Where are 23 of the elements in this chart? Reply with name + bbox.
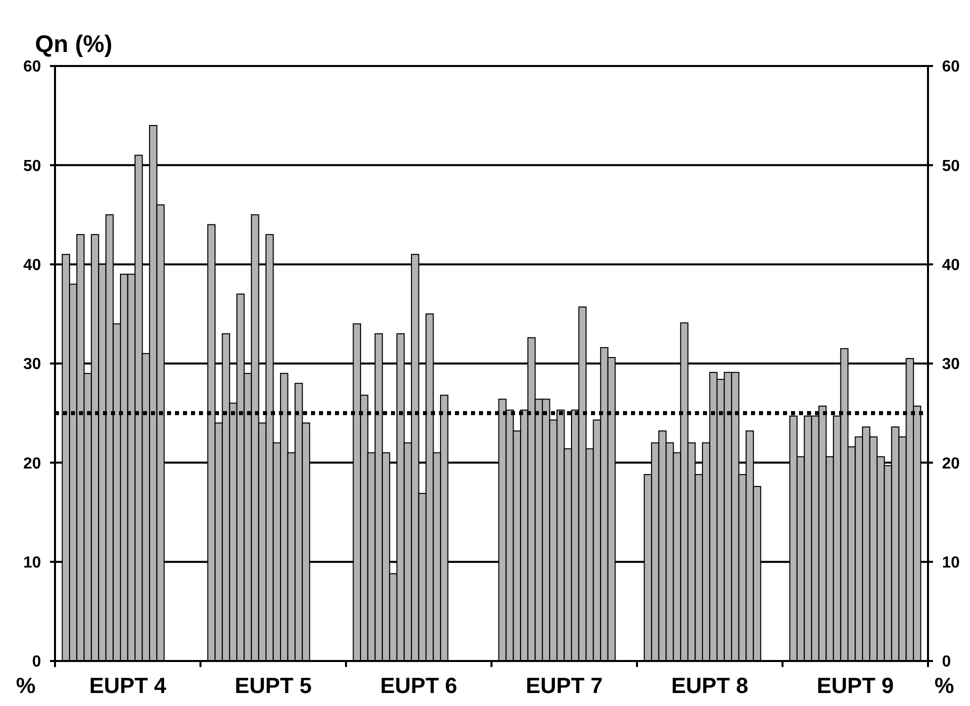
y-tick-label: 20: [23, 455, 42, 472]
y2-tick-label: 60: [942, 58, 960, 76]
y2-tick-label: 40: [942, 256, 960, 274]
y-tick-label: 60: [23, 58, 42, 76]
y2-tick-label: 20: [942, 455, 960, 472]
x-tick-label: EUPT 8: [671, 673, 748, 698]
y-tick-label: 0: [32, 654, 42, 671]
y2-tick-label: 30: [942, 356, 960, 374]
y-tick-label: 40: [23, 256, 42, 274]
y-axis-title: Qn (%): [35, 31, 112, 58]
y-tick-label: 30: [23, 356, 42, 374]
x-tick-label: EUPT 4: [89, 673, 168, 698]
y2-tick-label: 10: [942, 554, 960, 572]
text: %: [934, 673, 954, 698]
x-tick-label: EUPT 9: [816, 673, 894, 698]
y-tick-label: 50: [23, 158, 42, 175]
y2-tick-label: 0: [942, 654, 951, 671]
y-tick-label: 10: [23, 554, 42, 572]
y2-tick-label: 50: [942, 158, 960, 175]
x-tick-label: EUPT 6: [380, 673, 458, 698]
x-tick-label: EUPT 7: [526, 673, 603, 698]
x-tick-label: EUPT 5: [234, 673, 312, 698]
text: %: [16, 673, 36, 698]
